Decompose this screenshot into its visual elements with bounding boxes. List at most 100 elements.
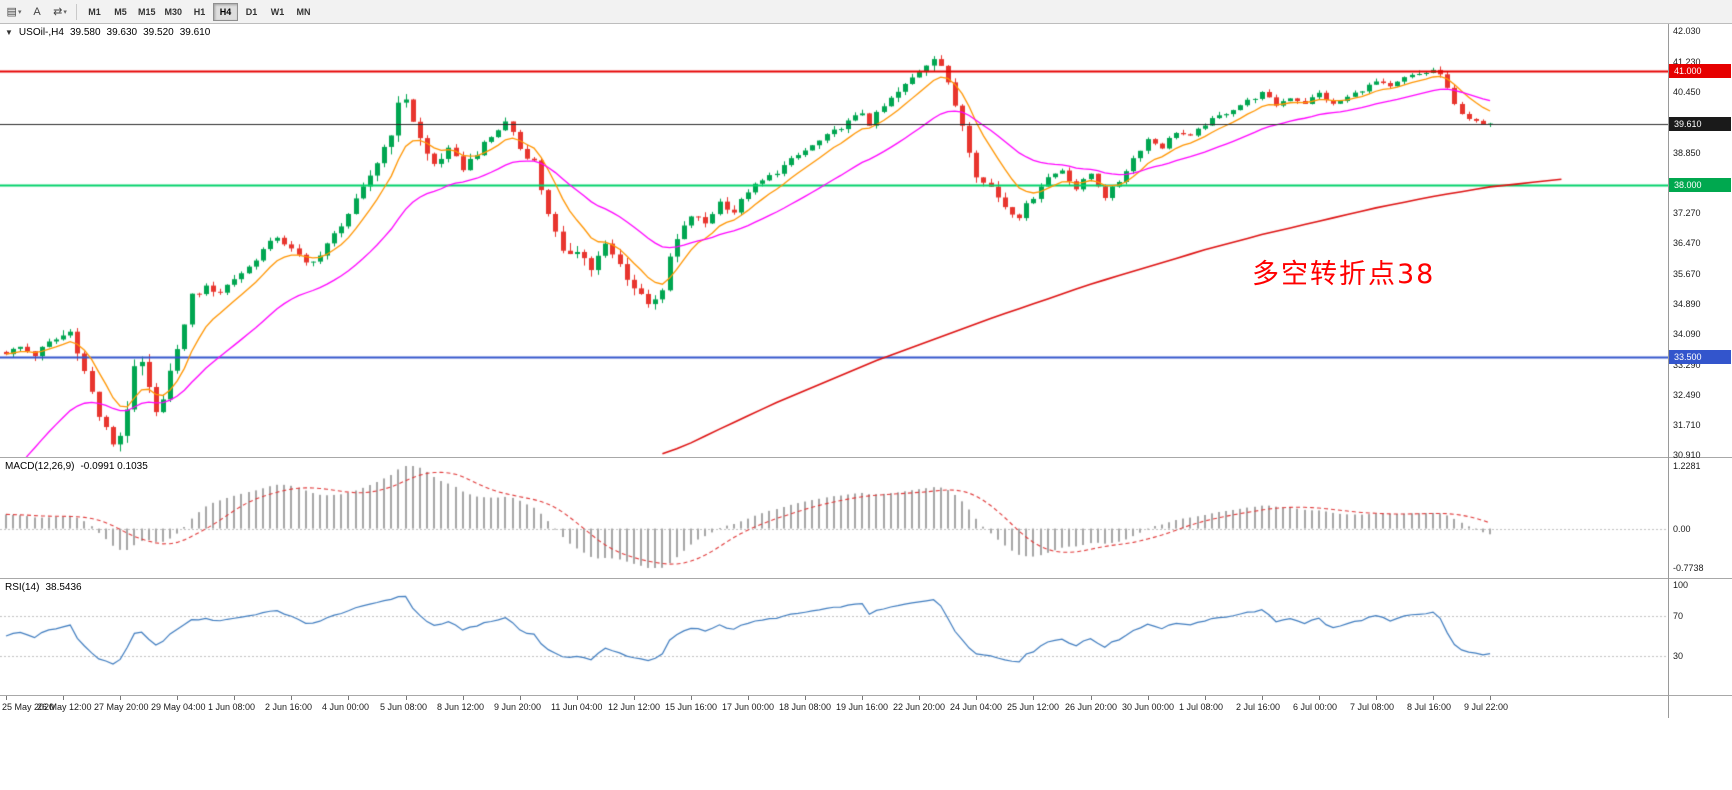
macd-scale-label: 1.2281: [1673, 461, 1701, 471]
price-chart-canvas[interactable]: [0, 24, 1668, 457]
price-scale-label: 41.230: [1673, 56, 1701, 67]
time-axis-tick: [805, 696, 806, 700]
time-axis-label: 8 Jul 16:00: [1407, 702, 1452, 712]
time-axis-tick: [919, 696, 920, 700]
time-axis-label: 6 Jul 00:00: [1293, 702, 1338, 712]
chart-collapse-icon[interactable]: ▼: [5, 28, 13, 37]
macd-label: MACD(12,26,9): [5, 461, 75, 472]
time-axis-label: 22 Jun 20:00: [893, 702, 946, 712]
macd-scale-label: -0.7738: [1673, 563, 1704, 573]
price-scale-label: 40.450: [1673, 86, 1701, 97]
time-axis-tick: [177, 696, 178, 700]
quote-open: 39.580: [69, 27, 101, 38]
time-axis-label: 18 Jun 08:00: [779, 702, 832, 712]
rsi-scale-label: 70: [1673, 610, 1684, 621]
timeframe-button-M1[interactable]: M1: [82, 3, 107, 21]
timeframe-button-D1[interactable]: D1: [239, 3, 264, 21]
price-scale-label: 38.850: [1673, 147, 1701, 158]
time-axis-tick: [348, 696, 349, 700]
price-scale-label: 35.670: [1673, 268, 1701, 279]
price-scale-label: 30.910: [1673, 450, 1701, 461]
chart-shift-icon: ⇄: [53, 6, 63, 18]
time-axis-label: 2 Jul 16:00: [1236, 702, 1281, 712]
quote-low: 39.520: [143, 27, 174, 38]
time-axis-tick: [1205, 696, 1206, 700]
chart-title: ▼ USOil-,H4 39.580 39.630 39.520 39.610: [5, 27, 210, 38]
time-axis-label: 25 May 2020: [2, 702, 55, 712]
time-axis-tick: [520, 696, 521, 700]
time-axis-tick: [748, 696, 749, 700]
chart-shift-button[interactable]: ⇄ ▾: [49, 2, 71, 21]
symbol-label: USOil-,H4: [18, 27, 64, 38]
time-axis-label: 15 Jun 16:00: [665, 702, 718, 712]
time-axis-tick: [1033, 696, 1034, 700]
timeframe-button-M5[interactable]: M5: [108, 3, 133, 21]
time-axis-tick: [63, 696, 64, 700]
time-axis-tick: [463, 696, 464, 700]
price-chart-panel: ▼ USOil-,H4 39.580 39.630 39.520 39.610 …: [0, 24, 1732, 461]
time-axis-tick: [976, 696, 977, 700]
new-chart-button[interactable]: ▤ ▾: [3, 2, 25, 21]
rsi-scale-label: 100: [1673, 580, 1689, 590]
price-level-badge: 41.000: [1669, 63, 1731, 78]
rsi-header: RSI(14) 38.5436: [5, 582, 82, 593]
price-scale-label: 31.710: [1673, 419, 1701, 430]
new-chart-icon: ▤: [6, 6, 17, 18]
rsi-scale-label: 30: [1673, 651, 1684, 662]
time-axis-tick: [691, 696, 692, 700]
cursor-tool-button[interactable]: A: [26, 2, 48, 21]
rsi-panel: RSI(14) 38.5436 100 70 30: [0, 579, 1732, 696]
time-axis-tick: [1319, 696, 1320, 700]
time-axis-label: 27 May 20:00: [94, 702, 149, 712]
timeframe-button-W1[interactable]: W1: [265, 3, 290, 21]
price-scale-label: 37.270: [1673, 207, 1701, 218]
time-axis-tick: [1091, 696, 1092, 700]
chart-annotation-text: 多空转折点38: [1252, 259, 1436, 290]
time-axis-tick: [1433, 696, 1434, 700]
price-scale-label: 33.290: [1673, 359, 1701, 370]
rsi-value: 38.5436: [45, 582, 82, 593]
dropdown-caret-icon: ▾: [63, 8, 67, 16]
bottom-whitespace: [0, 718, 1732, 790]
time-axis-tick: [406, 696, 407, 700]
time-axis-label: 24 Jun 04:00: [950, 702, 1003, 712]
price-level-badge: 39.610: [1669, 116, 1731, 131]
time-axis-label: 5 Jun 08:00: [380, 702, 428, 712]
timeframe-button-MN[interactable]: MN: [291, 3, 316, 21]
time-axis-label: 29 May 04:00: [151, 702, 206, 712]
time-axis-tick: [1376, 696, 1377, 700]
time-axis-tick: [291, 696, 292, 700]
time-axis-tick: [6, 696, 7, 700]
dropdown-caret-icon: ▾: [17, 8, 22, 16]
timeframe-button-H4[interactable]: H4: [213, 2, 239, 21]
macd-canvas[interactable]: [0, 458, 1668, 578]
time-axis-tick: [1490, 696, 1491, 700]
macd-panel: MACD(12,26,9) -0.0991 0.1035 1.2281 0.00 -…: [0, 458, 1732, 579]
time-axis-label: 2 Jun 16:00: [265, 702, 313, 712]
timeframe-button-M30[interactable]: M30: [161, 3, 187, 21]
time-axis-tick: [1148, 696, 1149, 700]
rsi-canvas[interactable]: [0, 579, 1668, 695]
cursor-tool-icon: A: [33, 5, 41, 18]
timeframe-button-H1[interactable]: H1: [187, 3, 212, 21]
time-axis-label: 9 Jul 22:00: [1464, 702, 1509, 712]
time-axis-label: 26 May 12:00: [37, 702, 92, 712]
time-axis-tick: [634, 696, 635, 700]
time-axis-label: 4 Jun 00:00: [322, 702, 370, 712]
quote-close: 39.610: [179, 27, 211, 38]
timeframe-toolbar: M1 M5 M15 M30 H1 H4 D1 W1 MN: [82, 2, 316, 21]
time-axis-label: 25 Jun 12:00: [1007, 702, 1060, 712]
time-axis-label: 1 Jul 08:00: [1179, 702, 1224, 712]
time-axis-label: 8 Jun 12:00: [437, 702, 485, 712]
time-axis-label: 30 Jun 00:00: [1122, 702, 1175, 712]
toolbar-separator: [76, 3, 77, 20]
timeframe-button-M15[interactable]: M15: [134, 3, 160, 21]
price-scale-label: 42.030: [1673, 26, 1701, 37]
price-scale-separator: [1668, 24, 1669, 718]
time-axis-label: 7 Jul 08:00: [1350, 702, 1395, 712]
time-axis[interactable]: 25 May 2020 26 May 12:00 27 May 20:00 29 Ma…: [0, 696, 1732, 718]
time-axis-tick: [862, 696, 863, 700]
macd-scale-label: 0.00: [1673, 523, 1691, 534]
time-axis-label: 26 Jun 20:00: [1065, 702, 1118, 712]
